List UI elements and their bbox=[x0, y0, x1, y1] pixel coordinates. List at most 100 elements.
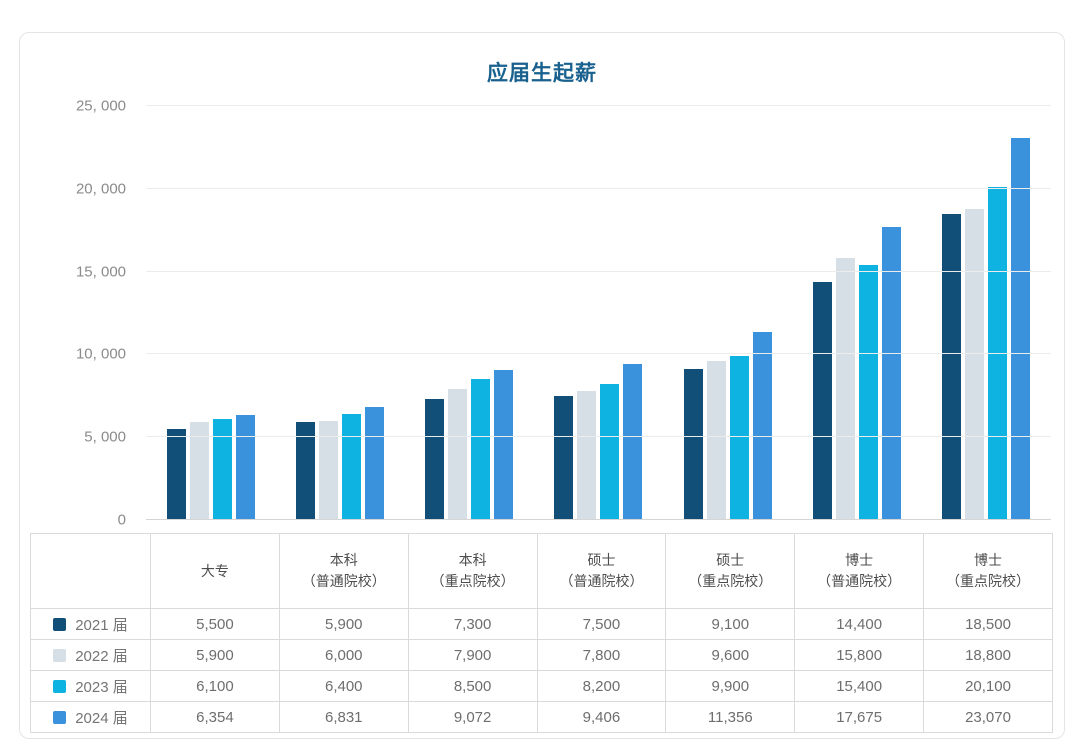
gridline bbox=[146, 353, 1051, 355]
bar bbox=[295, 422, 315, 520]
table-value-cell: 9,406 bbox=[536, 701, 667, 733]
table-value-cell: 18,800 bbox=[923, 639, 1053, 671]
plot-area bbox=[146, 105, 1051, 520]
legend-swatch bbox=[53, 679, 67, 693]
legend-label: 2023 届 bbox=[75, 678, 128, 696]
table-value-cell: 6,000 bbox=[278, 639, 409, 671]
bar-group bbox=[275, 106, 404, 520]
table-value-cell: 5,900 bbox=[278, 608, 409, 640]
bar-group bbox=[405, 106, 534, 520]
bar-group bbox=[792, 106, 921, 520]
table-value-cell: 15,400 bbox=[794, 670, 925, 702]
bar bbox=[235, 414, 255, 520]
legend-cell: 2023 届 bbox=[30, 670, 151, 702]
bar bbox=[577, 390, 597, 520]
table-value-cell: 6,400 bbox=[278, 670, 409, 702]
bar bbox=[729, 356, 749, 520]
bar bbox=[683, 369, 703, 520]
legend-cell: 2021 届 bbox=[30, 608, 151, 640]
table-value-cell: 6,100 bbox=[150, 670, 280, 702]
table-row: 2023 届 6,100 6,400 8,500 8,200 9,900 15,400 20,… bbox=[30, 670, 1053, 702]
bar bbox=[836, 258, 856, 520]
bar bbox=[341, 414, 361, 520]
y-tick-label: 15, 000 bbox=[75, 263, 126, 281]
gridline bbox=[146, 187, 1051, 189]
table-value-cell: 9,072 bbox=[407, 701, 538, 733]
table-row: 2022 届 5,900 6,000 7,900 7,800 9,600 15,800 18,… bbox=[30, 639, 1053, 671]
bar bbox=[706, 361, 726, 520]
table-corner-cell bbox=[30, 533, 151, 609]
bar bbox=[425, 399, 445, 520]
bar bbox=[942, 213, 962, 520]
bar bbox=[813, 281, 833, 520]
table-value-cell: 7,900 bbox=[407, 639, 538, 671]
bar bbox=[189, 422, 209, 520]
table-value-cell: 8,500 bbox=[407, 670, 538, 702]
bar bbox=[471, 379, 491, 520]
table-value-cell: 7,500 bbox=[536, 608, 667, 640]
bar bbox=[448, 389, 468, 520]
table-header-cell: 本科 （普通院校） bbox=[278, 533, 409, 609]
table-header-cell: 博士 （重点院校） bbox=[923, 533, 1053, 609]
table-value-cell: 7,800 bbox=[536, 639, 667, 671]
table-value-cell: 18,500 bbox=[923, 608, 1053, 640]
table-value-cell: 15,800 bbox=[794, 639, 925, 671]
legend-label: 2022 届 bbox=[75, 647, 128, 665]
table-header-cell: 大专 bbox=[150, 533, 280, 609]
bar-group bbox=[146, 106, 275, 520]
y-axis: 0 5, 000 10, 000 15, 000 20, 000 25, 000 bbox=[20, 98, 136, 529]
chart-title: 应届生起薪 bbox=[487, 62, 597, 85]
y-tick-label: 20, 000 bbox=[75, 180, 126, 198]
bar bbox=[600, 384, 620, 520]
table-value-cell: 9,100 bbox=[665, 608, 796, 640]
table-value-cell: 8,200 bbox=[536, 670, 667, 702]
table-value-cell: 11,356 bbox=[665, 701, 796, 733]
bar-group bbox=[922, 106, 1051, 520]
table-value-cell: 5,900 bbox=[150, 639, 280, 671]
table-value-cell: 9,900 bbox=[665, 670, 796, 702]
table-row: 2024 届 6,354 6,831 9,072 9,406 11,356 17,675 23… bbox=[30, 701, 1053, 733]
data-table: 大专 本科 （普通院校） 本科 （重点院校） 硕士 （普通院校） 硕士 （重点院校） 博士… bbox=[30, 533, 1053, 733]
table-header-cell: 硕士 （普通院校） bbox=[536, 533, 667, 609]
y-tick-label: 5, 000 bbox=[84, 428, 126, 446]
x-axis-line bbox=[146, 519, 1051, 520]
bar bbox=[554, 395, 574, 520]
legend-swatch bbox=[53, 617, 67, 631]
table-header-cell: 硕士 （重点院校） bbox=[665, 533, 796, 609]
table-value-cell: 6,354 bbox=[150, 701, 280, 733]
chart-card: 应届生起薪 0 5, 000 10, 000 15, 000 20, 000 25, 00… bbox=[19, 32, 1065, 739]
y-tick-label: 0 bbox=[117, 511, 126, 529]
gridline bbox=[146, 436, 1051, 438]
bar-groups bbox=[146, 106, 1051, 520]
table-value-cell: 14,400 bbox=[794, 608, 925, 640]
table-body: 2021 届 5,500 5,900 7,300 7,500 9,100 14,400 18,… bbox=[30, 608, 1053, 733]
bar bbox=[752, 331, 772, 520]
table-value-cell: 9,600 bbox=[665, 639, 796, 671]
bar bbox=[166, 428, 186, 520]
table-value-cell: 6,831 bbox=[278, 701, 409, 733]
bar bbox=[1011, 137, 1031, 520]
legend-cell: 2024 届 bbox=[30, 701, 151, 733]
table-value-cell: 20,100 bbox=[923, 670, 1053, 702]
y-tick-label: 25, 000 bbox=[75, 97, 126, 115]
gridline bbox=[146, 105, 1051, 106]
gridline bbox=[146, 270, 1051, 272]
legend-label: 2024 届 bbox=[75, 709, 128, 727]
bar bbox=[212, 418, 232, 520]
legend-swatch bbox=[53, 648, 67, 662]
bar-group bbox=[534, 106, 663, 520]
bar bbox=[859, 264, 879, 520]
table-row: 2021 届 5,500 5,900 7,300 7,500 9,100 14,400 18,… bbox=[30, 608, 1053, 640]
bar bbox=[364, 406, 384, 520]
table-header-row: 大专 本科 （普通院校） 本科 （重点院校） 硕士 （普通院校） 硕士 （重点院校） 博士… bbox=[30, 533, 1053, 609]
table-header-cell: 博士 （普通院校） bbox=[794, 533, 925, 609]
y-tick-label: 10, 000 bbox=[75, 345, 126, 363]
bar bbox=[965, 208, 985, 520]
bar bbox=[882, 227, 902, 520]
table-value-cell: 17,675 bbox=[794, 701, 925, 733]
bar bbox=[318, 420, 338, 520]
legend-swatch bbox=[53, 710, 67, 724]
legend-label: 2021 届 bbox=[75, 616, 128, 634]
table-value-cell: 5,500 bbox=[150, 608, 280, 640]
table-value-cell: 7,300 bbox=[407, 608, 538, 640]
